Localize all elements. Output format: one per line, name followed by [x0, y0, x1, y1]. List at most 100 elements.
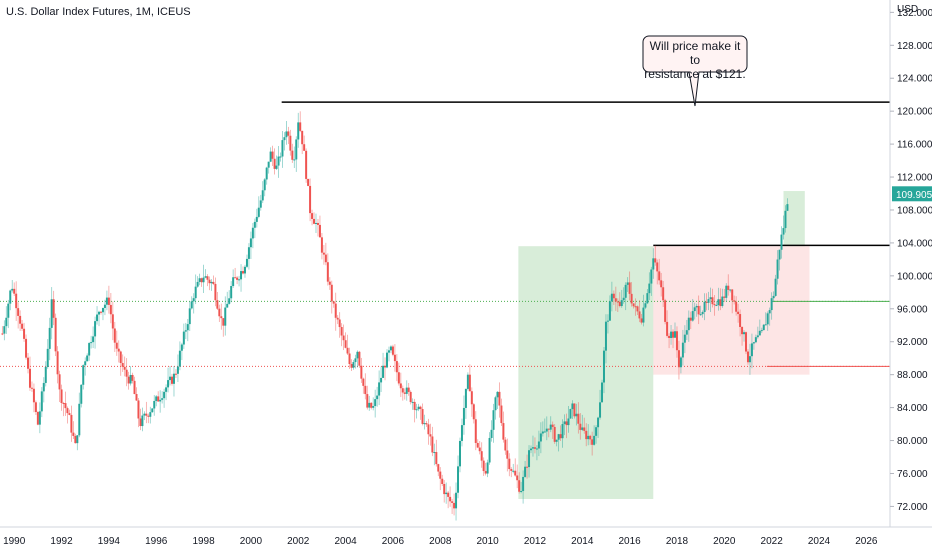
- candle-body: [640, 318, 643, 323]
- candle-body: [522, 476, 525, 492]
- candle-body: [133, 380, 136, 395]
- candle-body: [750, 343, 753, 357]
- candle-body: [342, 335, 345, 341]
- candle-body: [265, 167, 268, 180]
- candle-body: [42, 382, 45, 392]
- candle-body: [393, 354, 396, 362]
- candle-body: [533, 447, 536, 449]
- candle-body: [508, 458, 511, 470]
- candle-body: [238, 279, 241, 281]
- candles: [1, 111, 789, 521]
- price-tick-label: 112.000: [897, 173, 932, 184]
- candle-body: [236, 277, 239, 280]
- candle-body: [407, 387, 410, 392]
- candle-body: [281, 140, 284, 157]
- candle-body: [421, 409, 424, 424]
- candle-body: [289, 135, 292, 151]
- candle-body: [624, 284, 627, 298]
- candle-body: [99, 311, 102, 313]
- candle-body: [746, 351, 749, 363]
- time-tick-label: 2018: [666, 536, 689, 547]
- candle-body: [182, 331, 185, 345]
- candle-body: [36, 412, 39, 425]
- candle-body: [123, 366, 126, 370]
- candle-body: [634, 306, 637, 308]
- candle-body: [780, 234, 783, 250]
- candle-body: [94, 321, 97, 337]
- candle-body: [535, 448, 538, 450]
- candle-body: [583, 427, 586, 431]
- candle-body: [376, 395, 379, 400]
- candle-body: [307, 178, 310, 186]
- price-tick-label: 96.000: [897, 304, 928, 315]
- candle-body: [539, 433, 542, 442]
- candle-body: [125, 369, 128, 377]
- price-tick-label: 120.000: [897, 107, 932, 118]
- candle-body: [54, 317, 57, 352]
- candle-body: [275, 165, 278, 169]
- candle-body: [778, 249, 781, 260]
- candle-body: [121, 363, 124, 367]
- candle-body: [279, 156, 282, 158]
- candle-body: [378, 382, 381, 396]
- price-axis-currency: USD: [897, 4, 918, 15]
- time-tick-label: 2010: [476, 536, 499, 547]
- candle-body: [364, 385, 367, 395]
- candle-body: [500, 405, 503, 424]
- candle-body: [770, 298, 773, 311]
- candle-body: [610, 293, 613, 302]
- candle-body: [324, 254, 327, 263]
- candle-body: [192, 298, 195, 302]
- candle-body: [650, 269, 653, 284]
- candle-body: [222, 318, 225, 326]
- candle-body: [48, 327, 51, 349]
- candle-body: [587, 435, 590, 440]
- candle-body: [7, 303, 10, 318]
- candle-body: [314, 222, 317, 224]
- candle-body: [411, 401, 414, 403]
- candle-body: [305, 150, 308, 179]
- candle-body: [11, 288, 14, 291]
- candle-body: [524, 466, 527, 477]
- candle-body: [699, 314, 702, 316]
- candle-body: [352, 362, 355, 368]
- candle-body: [153, 400, 156, 409]
- price-tick-label: 128.000: [897, 41, 932, 52]
- candle-body: [163, 391, 166, 399]
- candle-body: [675, 331, 678, 351]
- candle-body: [756, 335, 759, 338]
- candle-body: [764, 324, 767, 326]
- candle-body: [44, 366, 47, 383]
- candle-body: [397, 372, 400, 384]
- candle-body: [384, 365, 387, 368]
- candle-body: [616, 301, 619, 303]
- candle-body: [741, 326, 744, 335]
- candle-body: [526, 466, 529, 468]
- candle-body: [658, 271, 661, 281]
- candle-body: [630, 293, 633, 304]
- callout-bubble: [642, 35, 748, 107]
- candle-body: [729, 289, 732, 291]
- symbol-title[interactable]: U.S. Dollar Index Futures, 1M, ICEUS: [6, 6, 191, 18]
- candle-body: [380, 377, 383, 383]
- candle-body: [88, 343, 91, 356]
- candle-body: [261, 190, 264, 201]
- candle-body: [62, 402, 65, 404]
- candle-body: [234, 277, 237, 279]
- candle-body: [80, 384, 83, 404]
- candle-body: [427, 424, 430, 435]
- time-tick-label: 1998: [192, 536, 215, 547]
- candle-body: [476, 442, 479, 448]
- candle-body: [350, 364, 353, 368]
- candle-body: [326, 262, 329, 282]
- candle-body: [449, 496, 452, 502]
- candle-body: [68, 413, 71, 415]
- candle-body: [573, 403, 576, 417]
- candle-body: [457, 466, 460, 493]
- candle-body: [413, 401, 416, 410]
- candle-body: [103, 304, 106, 308]
- candle-body: [287, 131, 290, 136]
- candle-body: [553, 426, 556, 442]
- candle-body: [415, 409, 418, 411]
